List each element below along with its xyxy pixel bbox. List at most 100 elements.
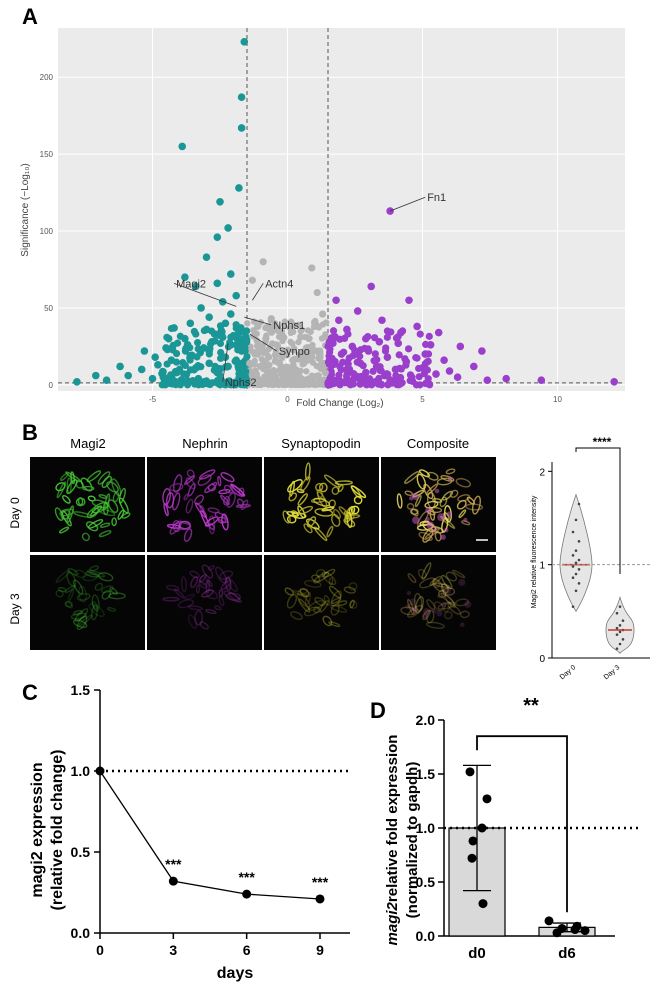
volcano-grid <box>58 28 625 391</box>
violin-point <box>574 518 578 522</box>
micrograph-stain <box>408 603 419 613</box>
volcano-point-up-cloud <box>397 365 405 373</box>
volcano-point-up <box>432 370 440 378</box>
micrograph-stain <box>337 600 348 606</box>
micrograph-stain <box>455 598 469 607</box>
volcano-point-down <box>92 371 100 380</box>
violin-point <box>577 540 581 543</box>
micrograph-stain <box>425 621 445 629</box>
micrograph-stain <box>73 511 92 518</box>
micrograph-stain <box>296 593 311 608</box>
volcano-point-up <box>356 359 365 368</box>
volcano-point-ns <box>300 359 308 367</box>
panel-label-b: B <box>22 420 38 445</box>
micrograph-stain <box>313 526 328 542</box>
volcano-point-cloud <box>286 324 293 332</box>
volcano-point-up <box>502 374 511 383</box>
micrograph-stain <box>88 603 105 618</box>
micrograph-stain <box>416 473 427 490</box>
volcano-point-up <box>380 371 389 380</box>
volcano-point-up-cloud <box>404 345 413 353</box>
volcano-point-up-cloud <box>324 342 332 350</box>
volcano-point-ns <box>267 378 275 386</box>
micrograph-stain <box>109 587 118 595</box>
micrograph-stain <box>198 581 208 589</box>
volcano-point-up <box>407 373 416 381</box>
volcano-point-ns <box>294 376 302 384</box>
micrograph-stain-overlay <box>432 609 437 614</box>
micrograph-stain <box>292 589 309 598</box>
micrograph-stain <box>200 510 210 527</box>
volcano-point-down <box>194 374 203 383</box>
volcano-point-up-cloud <box>337 366 345 374</box>
volcano-point-down <box>227 310 235 318</box>
volcano-point-down-cloud <box>216 339 225 348</box>
panel-label-a: A <box>22 4 38 29</box>
volcano-x-axis-label: Fold Change (Log₂) <box>296 398 383 409</box>
volcano-point-down <box>235 184 243 192</box>
micrograph-stain <box>204 482 218 494</box>
volcano-point-cloud <box>263 368 271 376</box>
line-y-axis-label: magi2 expression <box>29 762 46 897</box>
micrograph-stain <box>97 471 111 485</box>
micrograph-stain <box>91 601 99 610</box>
volcano-point-up <box>413 322 421 331</box>
volcano-point-ns <box>313 288 321 297</box>
volcano-point-up <box>362 334 370 343</box>
micrograph-stain <box>413 592 423 612</box>
volcano-point-down-cloud <box>240 378 249 386</box>
volcano-point-up-cloud <box>346 381 355 389</box>
micrograph-stain <box>304 591 312 606</box>
volcano-point-up <box>440 356 448 365</box>
micrograph-stain <box>166 492 175 509</box>
violin-point <box>618 605 622 608</box>
volcano-point-ns <box>275 359 283 367</box>
violin-y-tick-label: 2 <box>539 467 545 478</box>
micrograph-stain <box>87 495 96 502</box>
row-label-day3: Day 3 <box>8 593 22 625</box>
volcano-point-up-cloud <box>329 327 338 335</box>
volcano-point-down <box>186 319 195 328</box>
micrograph-stain <box>67 568 79 576</box>
micrograph-stain <box>396 493 403 509</box>
line-series <box>99 770 321 900</box>
volcano-point-down <box>221 353 230 361</box>
violin-category-label: Day 0 <box>559 664 578 681</box>
micrograph-stain <box>321 571 337 586</box>
micrograph-stain <box>440 583 449 594</box>
micrograph-stain <box>313 497 331 507</box>
volcano-point-cloud <box>266 326 273 333</box>
micrograph-stain-overlay <box>447 477 452 482</box>
volcano-point-down <box>178 142 186 151</box>
micrograph-stain <box>98 572 114 582</box>
violin-point <box>621 638 625 641</box>
micrograph-stain <box>169 520 183 535</box>
micrograph-stain <box>313 571 330 584</box>
volcano-point-up <box>383 353 392 361</box>
micrograph-stain-overlay <box>440 534 446 540</box>
volcano-point-cloud <box>299 380 307 388</box>
volcano-point-up-cloud <box>356 352 364 360</box>
micrograph-stain <box>422 609 431 621</box>
micrograph-stain <box>199 575 208 586</box>
volcano-point-up-cloud <box>371 350 379 358</box>
micrograph-stain-overlay <box>426 521 435 530</box>
volcano-point-up <box>329 334 338 343</box>
volcano-point-down <box>154 361 162 369</box>
panel-label-d: D <box>370 698 386 723</box>
bar-y-tick-label: 2.0 <box>416 712 436 728</box>
line-y-tick-label: 1.0 <box>71 763 91 779</box>
micrograph-stain <box>349 599 355 609</box>
volcano-point-cloud <box>298 326 306 334</box>
micrograph-stain <box>199 621 209 630</box>
volcano-point-down-cloud <box>232 341 240 349</box>
micrograph-stain <box>102 502 109 516</box>
micrograph-stain <box>72 579 84 595</box>
micrograph-stain <box>303 606 320 617</box>
volcano-point-ns <box>254 322 262 330</box>
micrograph-stain <box>442 587 456 596</box>
line-x-tick-label: 9 <box>316 942 324 958</box>
volcano-point-down <box>240 368 249 377</box>
micrograph-stain <box>205 609 217 615</box>
volcano-point-cloud <box>284 351 291 359</box>
